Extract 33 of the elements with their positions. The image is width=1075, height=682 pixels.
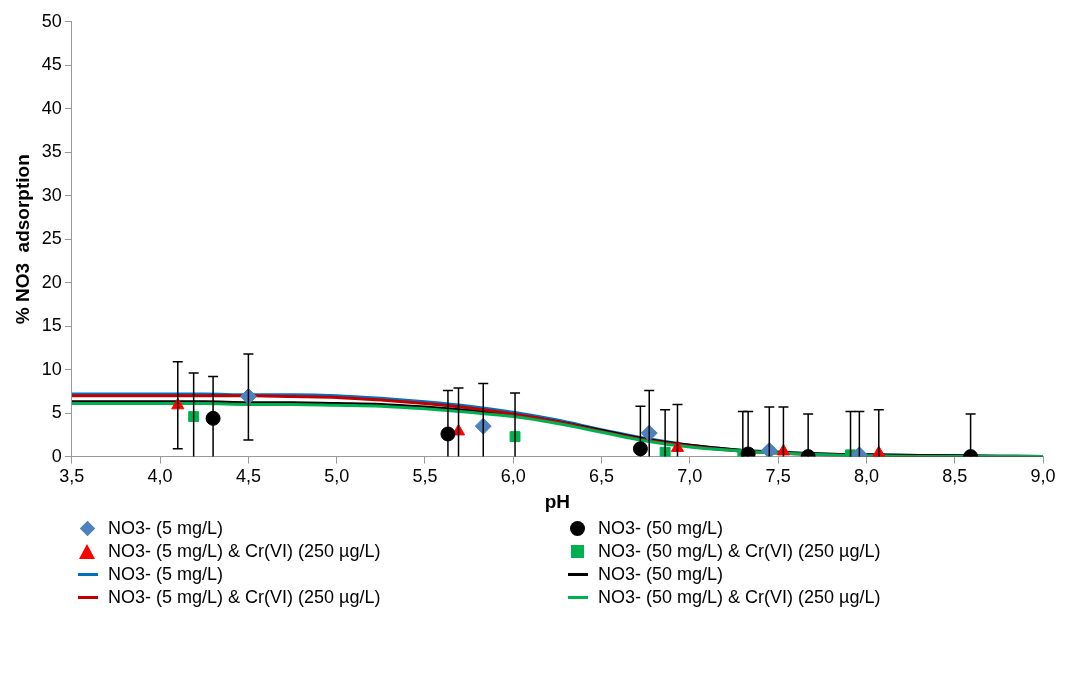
x-tick-label: 4,0 xyxy=(147,466,173,487)
y-tick-label: 45 xyxy=(41,54,62,75)
legend-label: NO3- (50 mg/L) & Cr(VI) (250 µg/L) xyxy=(598,541,881,562)
legend-label: NO3- (50 mg/L) xyxy=(598,518,724,539)
y-tick-label: 10 xyxy=(41,358,62,379)
legend-label: NO3- (50 mg/L) & Cr(VI) (250 µg/L) xyxy=(598,587,881,608)
y-tick-label: 25 xyxy=(41,228,62,249)
y-tick-label: 40 xyxy=(41,97,62,118)
y-tick-label: 20 xyxy=(41,271,62,292)
x-tick-label: 6,5 xyxy=(589,466,615,487)
y-tick-label: 15 xyxy=(41,315,62,336)
x-tick-label: 5,5 xyxy=(412,466,438,487)
x-tick-label: 7,5 xyxy=(765,466,791,487)
x-tick-label: 7,0 xyxy=(677,466,703,487)
x-tick-label: 8,5 xyxy=(942,466,968,487)
y-tick-label: 35 xyxy=(41,141,62,162)
x-tick-label: 6,0 xyxy=(500,466,526,487)
y-axis-title: % NO3 adsorption xyxy=(11,154,33,325)
y-tick-label: 50 xyxy=(41,10,62,31)
x-axis-title: pH xyxy=(544,490,571,512)
y-tick-label: 0 xyxy=(51,445,62,466)
legend-label: NO3- (5 mg/L) & Cr(VI) (250 µg/L) xyxy=(108,541,381,562)
x-tick-label: 8,0 xyxy=(853,466,879,487)
x-tick-label: 4,5 xyxy=(235,466,261,487)
legend-label: NO3- (5 mg/L) xyxy=(108,564,224,585)
x-tick-label: 9,0 xyxy=(1030,466,1056,487)
y-tick-label: 30 xyxy=(41,184,62,205)
legend-label: NO3- (5 mg/L) & Cr(VI) (250 µg/L) xyxy=(108,587,381,608)
y-tick-label: 5 xyxy=(51,402,62,423)
x-tick-label: 5,0 xyxy=(324,466,350,487)
legend-label: NO3- (5 mg/L) xyxy=(108,518,224,539)
legend-label: NO3- (50 mg/L) xyxy=(598,564,724,585)
x-tick-label: 3,5 xyxy=(59,466,85,487)
